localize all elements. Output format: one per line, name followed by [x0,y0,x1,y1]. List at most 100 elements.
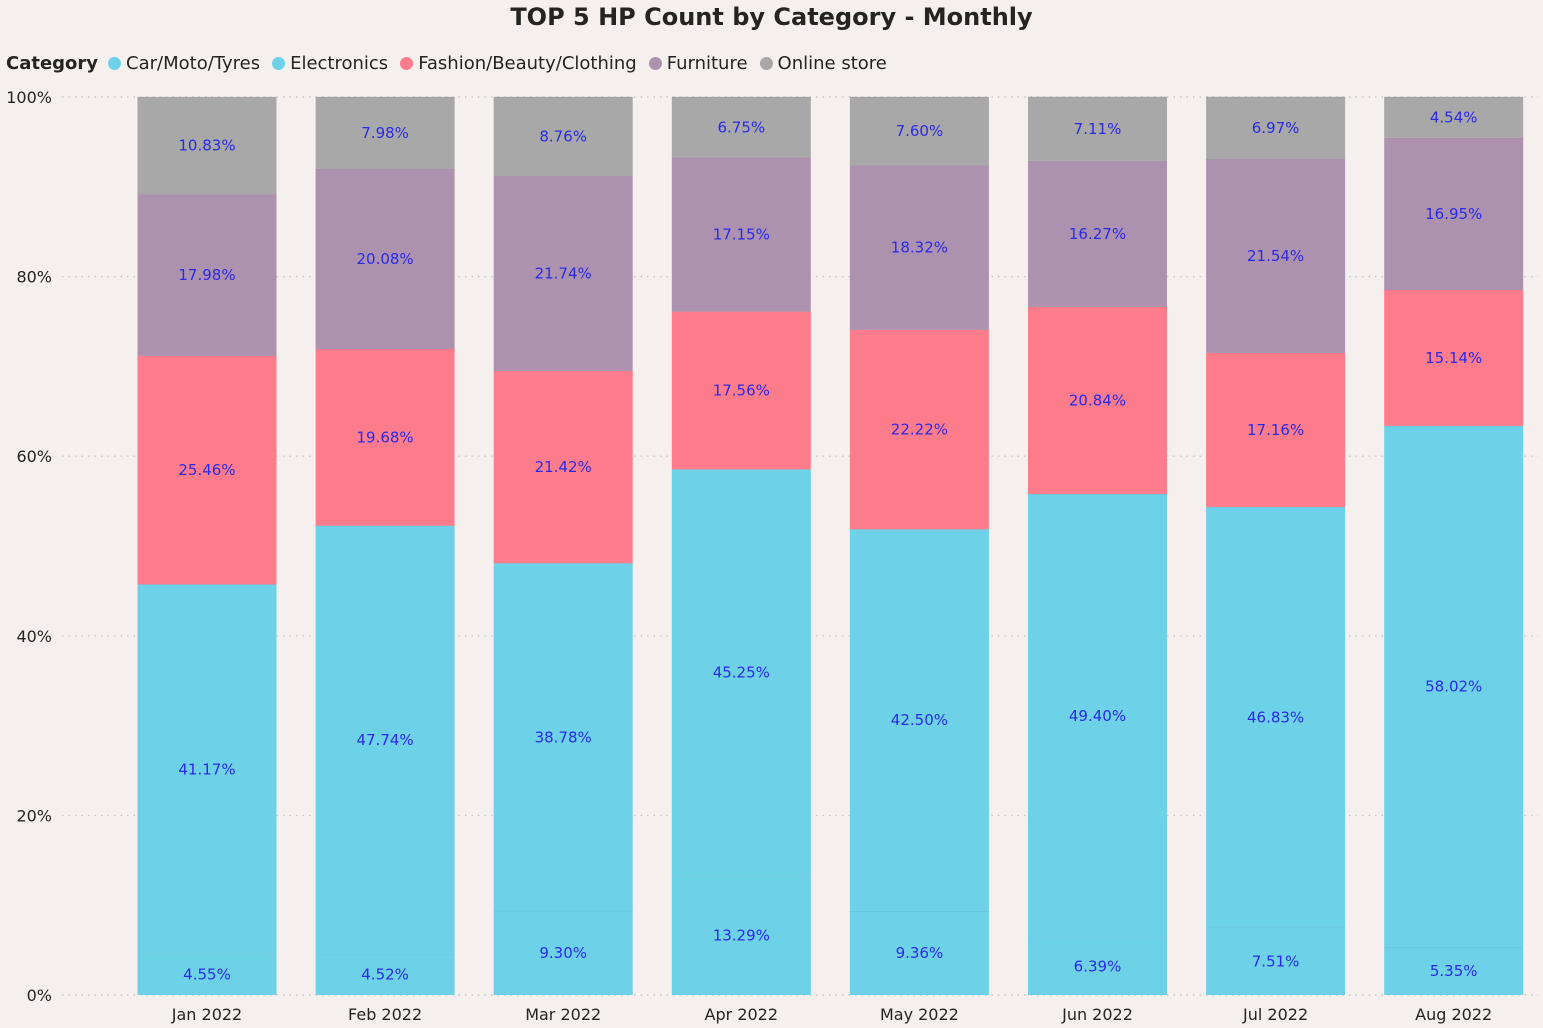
legend-item[interactable]: Fashion/Beauty/Clothing [400,53,637,74]
bar-segment[interactable] [1028,96,1167,161]
y-tick-label: 20% [16,806,52,825]
data-label: 4.54% [1430,108,1478,126]
legend-item[interactable]: Online store [759,52,887,74]
data-label: 6.39% [1074,957,1122,975]
data-label: 7.60% [896,122,944,140]
bar-segment[interactable] [1028,494,1167,938]
legend-label: Electronics [290,52,389,74]
bar-segment[interactable] [849,529,989,911]
chart-title: TOP 5 HP Count by Category - Monthly [510,3,1033,31]
x-tick-label: Feb 2022 [348,1005,422,1024]
data-label: 15.14% [1425,349,1482,367]
y-tick-label: 100% [6,88,52,107]
bar-segment[interactable] [671,469,811,876]
bar-segment[interactable] [493,911,633,995]
legend-item[interactable]: Car/Moto/Tyres [108,53,260,74]
legend-title: Category [6,52,99,74]
legend-label: Car/Moto/Tyres [126,52,261,74]
data-label: 25.46% [178,461,235,479]
data-label: 20.84% [1069,391,1126,409]
y-tick-label: 40% [16,627,52,646]
y-tick-label: 80% [16,268,52,287]
data-label: 21.42% [535,458,592,476]
bar-segment[interactable] [849,165,989,330]
bar-segment[interactable] [1206,159,1346,353]
data-label: 10.83% [178,137,235,155]
legend-swatch [648,56,662,70]
data-label: 18.32% [891,239,948,257]
legend-item[interactable]: Electronics [272,53,388,74]
bar-segment[interactable] [1028,306,1167,495]
bar-segment[interactable] [137,194,277,356]
bar-segment[interactable] [137,584,277,955]
data-label: 16.27% [1069,225,1126,243]
data-label: 8.76% [539,127,587,145]
bar-segment[interactable] [315,954,455,995]
legend: Category Car/Moto/Tyres Electronics Fashio… [6,50,899,76]
bar-segment[interactable] [671,875,811,995]
bar-segment[interactable] [849,910,989,995]
data-label: 42.50% [891,711,948,729]
bar-segment[interactable] [315,348,455,526]
data-label: 16.95% [1425,205,1482,223]
legend-label: Fashion/Beauty/Clothing [418,52,637,74]
data-label: 49.40% [1069,707,1126,725]
data-label: 38.78% [535,728,592,746]
data-label: 5.35% [1430,962,1478,980]
bar-segment[interactable] [137,355,277,585]
data-label: 7.51% [1252,952,1300,970]
bar-segment[interactable] [315,168,455,349]
data-label: 4.52% [361,966,409,984]
data-label: 6.97% [1252,119,1300,137]
bar-segment[interactable] [493,175,633,371]
x-tick-label: Mar 2022 [525,1005,601,1024]
bar-segment[interactable] [1206,96,1346,160]
data-label: 17.56% [713,381,770,399]
x-tick-label: May 2022 [880,1005,959,1024]
bar-segment[interactable] [1206,927,1346,995]
data-label: 21.54% [1247,247,1304,265]
bar-segment[interactable] [1206,507,1346,928]
bar-segment[interactable] [137,954,277,995]
legend-swatch [759,56,773,70]
data-label: 7.98% [361,124,409,142]
data-label: 17.98% [178,266,235,284]
data-label: 7.11% [1074,120,1122,138]
data-label: 9.36% [896,944,944,962]
bar-segment[interactable] [1384,137,1524,290]
data-label: 4.55% [183,966,231,984]
x-tick-label: Jul 2022 [1242,1005,1308,1024]
legend-item[interactable]: Furniture [648,52,748,74]
data-label: 58.02% [1425,677,1482,695]
bar-segment[interactable] [849,329,989,530]
bar-segment[interactable] [493,97,633,176]
bar-segment[interactable] [849,97,989,166]
bar-segment[interactable] [671,311,811,470]
data-label: 19.68% [356,428,413,446]
legend-swatch [272,56,286,70]
bar-segment[interactable] [1206,352,1346,508]
x-tick-label: Jan 2022 [171,1005,242,1024]
bar-segment[interactable] [1384,946,1524,995]
bar-segment[interactable] [1384,97,1524,138]
legend-label: Furniture [666,52,748,74]
bar-segment[interactable] [137,97,277,195]
bar-segment[interactable] [1384,289,1524,426]
bar-segment[interactable] [671,97,811,158]
y-tick-label: 60% [16,447,52,466]
bar-segment[interactable] [671,157,811,312]
bar-segment[interactable] [1028,937,1167,995]
bar-segment[interactable] [493,370,633,564]
data-label: 20.08% [356,250,413,268]
legend-swatch [400,56,414,70]
bar-segment[interactable] [1384,425,1524,947]
data-label: 21.74% [535,264,592,282]
data-label: 41.17% [178,760,235,778]
bar-segment[interactable] [315,525,455,955]
bar-segment[interactable] [493,563,633,912]
bar-segment[interactable] [315,97,455,169]
bar-segment[interactable] [1028,160,1167,307]
legend-label: Online store [777,52,887,74]
